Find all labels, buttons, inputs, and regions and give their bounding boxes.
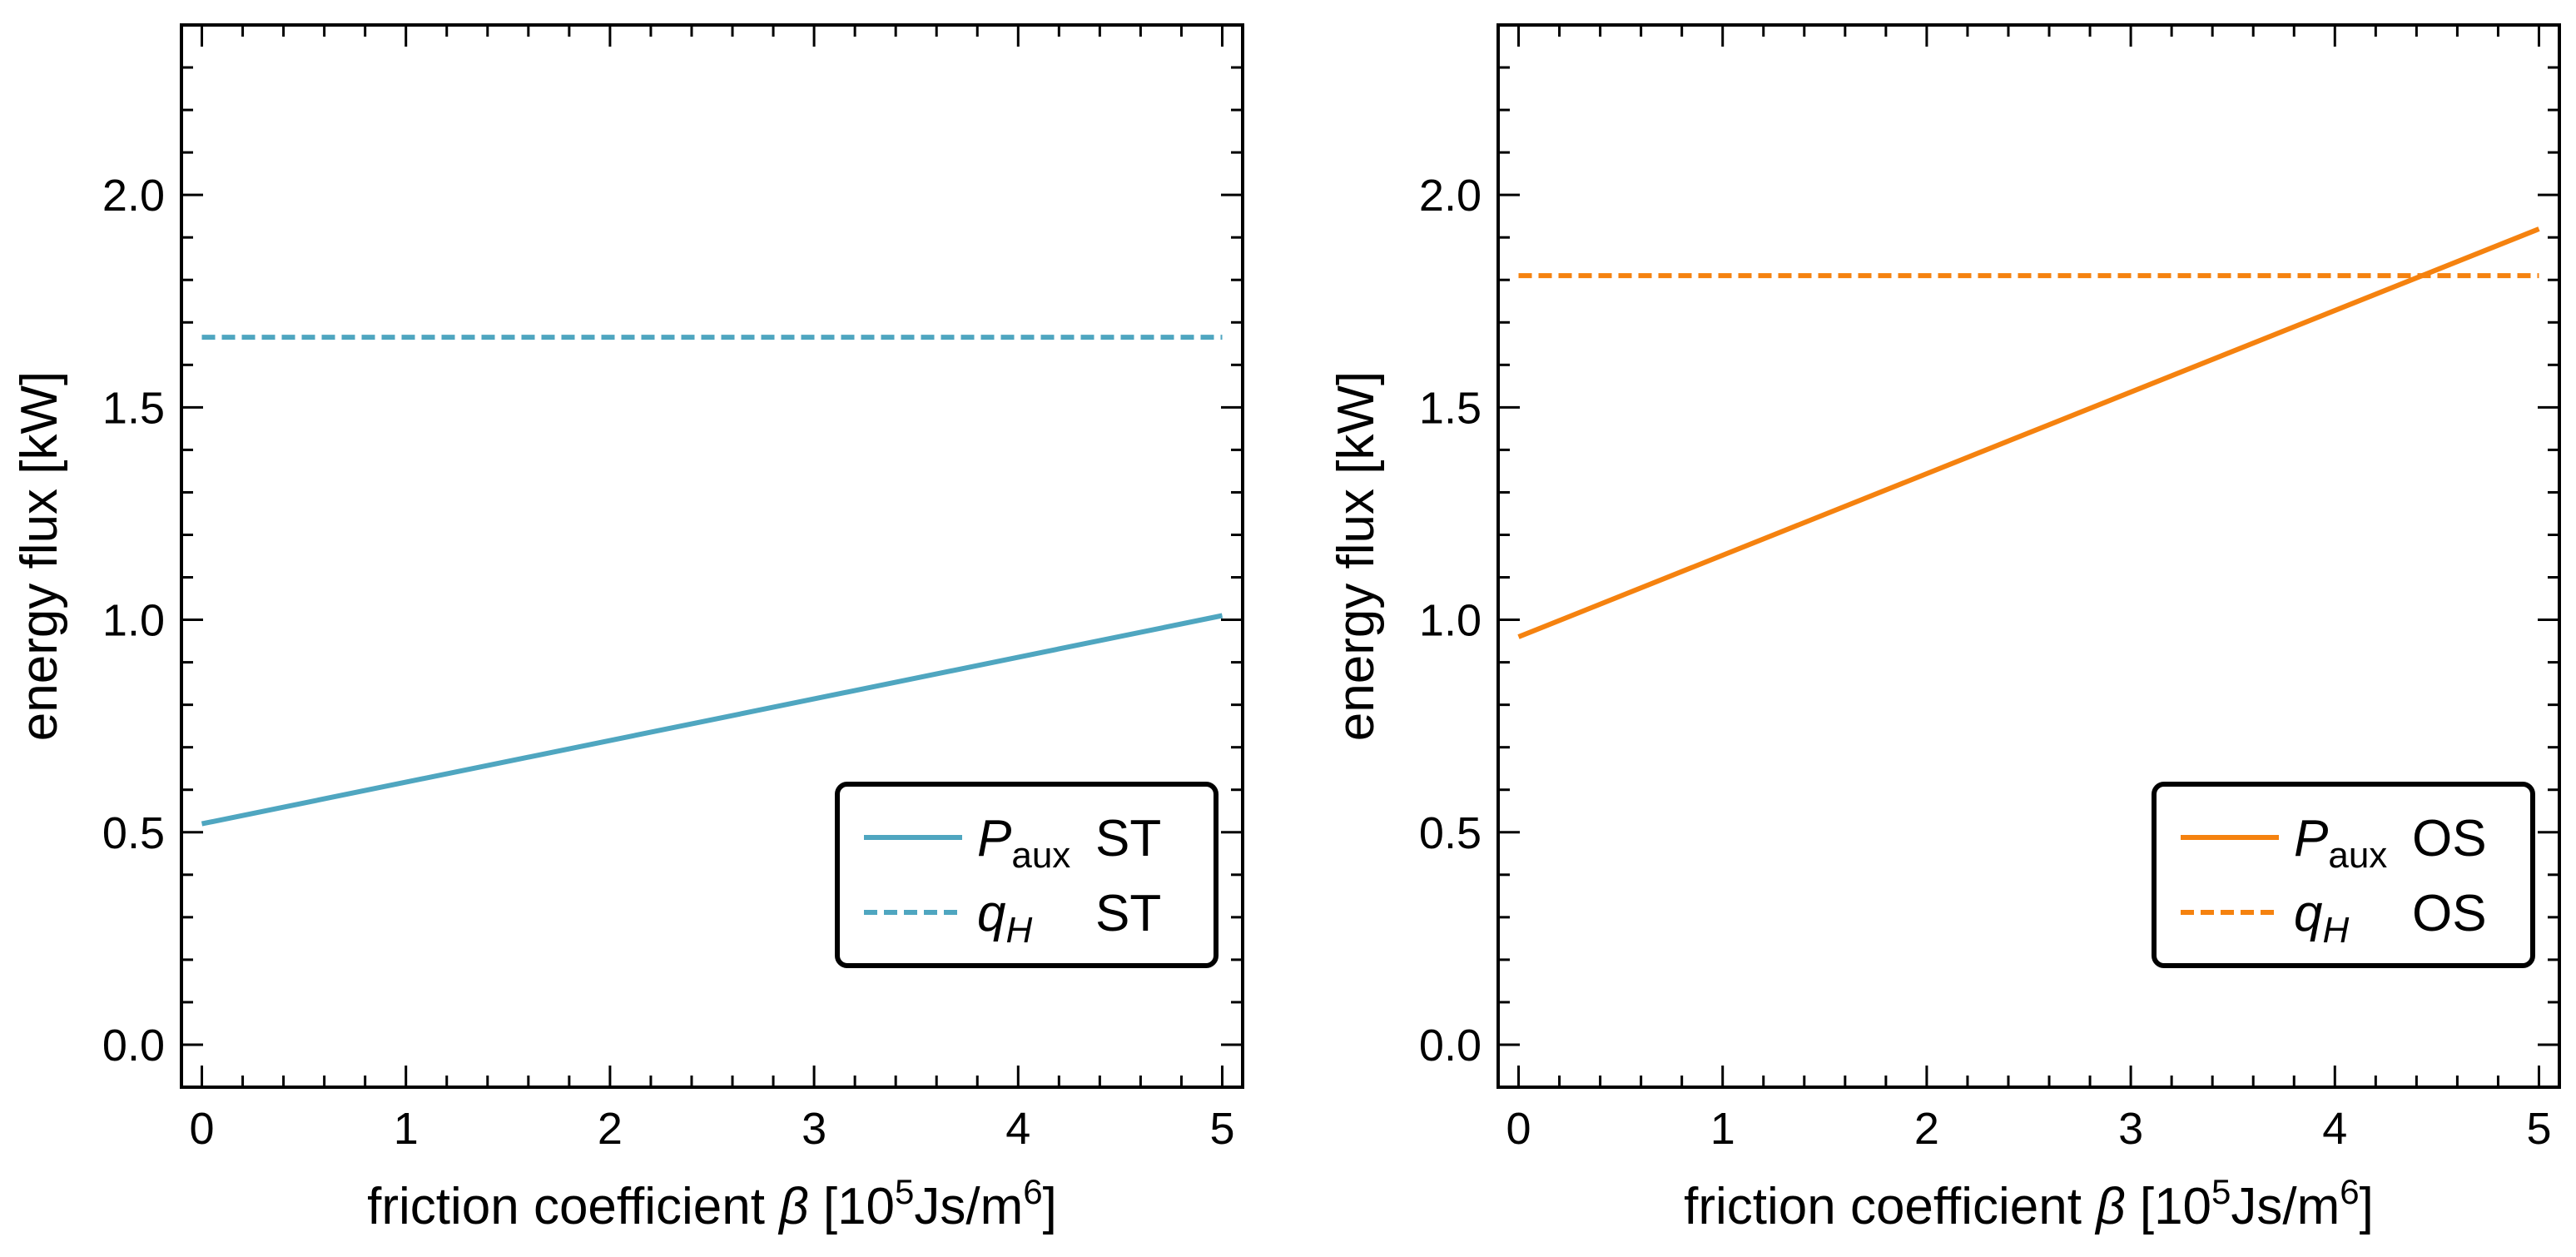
- series-line-p-os: [1517, 226, 2540, 639]
- legend-label-symbol: P: [2294, 810, 2328, 867]
- y-tick-label: 1.5: [102, 383, 165, 433]
- y-axis-label: energy flux [kW]: [1328, 371, 1385, 741]
- x-axis-label-unit: ]: [1043, 1178, 1057, 1235]
- legend-label-suffix: ST: [1095, 810, 1161, 867]
- x-axis-label-text: friction coefficient: [1684, 1178, 2096, 1235]
- legend-label: Paux: [2294, 810, 2387, 876]
- plot-frame: [1496, 23, 2561, 1089]
- x-axis-label-unit: [10: [809, 1178, 895, 1235]
- x-axis-label-superscript: 5: [895, 1172, 914, 1211]
- legend-label-subscript: aux: [2328, 835, 2387, 876]
- x-tick-label: 0: [189, 1104, 214, 1154]
- x-tick-label: 3: [2118, 1104, 2143, 1154]
- x-tick-label: 5: [2526, 1104, 2551, 1154]
- legend-label: Paux: [977, 810, 1070, 876]
- x-axis-label-unit: Js/m: [2231, 1178, 2340, 1235]
- legend-label-suffix: OS: [2412, 810, 2487, 867]
- legend: Paux ST qH ST: [835, 782, 1219, 968]
- legend-label-suffix: ST: [1095, 885, 1161, 942]
- x-axis-label-superscript: 6: [2340, 1172, 2359, 1211]
- x-tick-label: 2: [1914, 1104, 1939, 1154]
- series-line-p-st: [201, 613, 1223, 827]
- x-axis-label: friction coefficient β [105Js/m6]: [1684, 1172, 2374, 1235]
- legend-label-subscript: aux: [1011, 835, 1070, 876]
- y-tick-label: 1.5: [1419, 383, 1482, 433]
- y-tick-label: 1.0: [1419, 596, 1482, 646]
- y-tick-label: 2.0: [102, 171, 165, 221]
- x-tick-label: 4: [2322, 1104, 2347, 1154]
- x-axis-label-symbol: β: [2094, 1178, 2125, 1235]
- chart-panel-right: 0 1 2 3 4 5 0.0 0.5 1.0 1.5 2.0 friction coefficien…: [1328, 23, 2561, 1235]
- x-tick-label: 1: [394, 1104, 419, 1154]
- x-tick-label: 0: [1506, 1104, 1531, 1154]
- y-tick-label: 0.0: [1419, 1021, 1482, 1071]
- legend-label-symbol: q: [2294, 885, 2323, 942]
- x-tick-label: 5: [1209, 1104, 1234, 1154]
- plot-frame: [180, 23, 1244, 1089]
- legend-label: qH: [977, 885, 1032, 951]
- legend-label-symbol: P: [977, 810, 1011, 867]
- legend-label-symbol: q: [977, 885, 1006, 942]
- x-axis-label-unit: ]: [2360, 1178, 2374, 1235]
- x-axis-label-text: friction coefficient: [367, 1178, 779, 1235]
- x-tick-label: 3: [802, 1104, 826, 1154]
- legend-label: qH: [2294, 885, 2349, 951]
- legend-box: [2152, 782, 2535, 968]
- x-tick-label: 2: [598, 1104, 623, 1154]
- legend-label-suffix: OS: [2412, 885, 2487, 942]
- x-axis-label-superscript: 5: [2211, 1172, 2231, 1211]
- legend-box: [835, 782, 1219, 968]
- y-tick-label: 0.0: [102, 1021, 165, 1071]
- y-tick-label: 0.5: [1419, 808, 1482, 858]
- x-axis-label-superscript: 6: [1023, 1172, 1042, 1211]
- y-axis-label: energy flux [kW]: [11, 371, 68, 741]
- x-axis-label-unit: Js/m: [914, 1178, 1023, 1235]
- y-tick-label: 1.0: [102, 596, 165, 646]
- x-tick-label: 4: [1005, 1104, 1030, 1154]
- x-tick-label: 1: [1710, 1104, 1735, 1154]
- legend: Paux OS qH OS: [2152, 782, 2535, 968]
- x-axis-label-unit: [10: [2126, 1178, 2211, 1235]
- chart-panel-left: 0 1 2 3 4 5 0.0 0.5 1.0 1.5 2.0 friction coefficien…: [11, 23, 1244, 1235]
- x-axis-label: friction coefficient β [105Js/m6]: [367, 1172, 1057, 1235]
- x-axis-label-symbol: β: [777, 1178, 808, 1235]
- legend-label-subscript: H: [1005, 910, 1032, 951]
- legend-label-subscript: H: [2322, 910, 2349, 951]
- y-tick-label: 2.0: [1419, 171, 1482, 221]
- y-tick-label: 0.5: [102, 808, 165, 858]
